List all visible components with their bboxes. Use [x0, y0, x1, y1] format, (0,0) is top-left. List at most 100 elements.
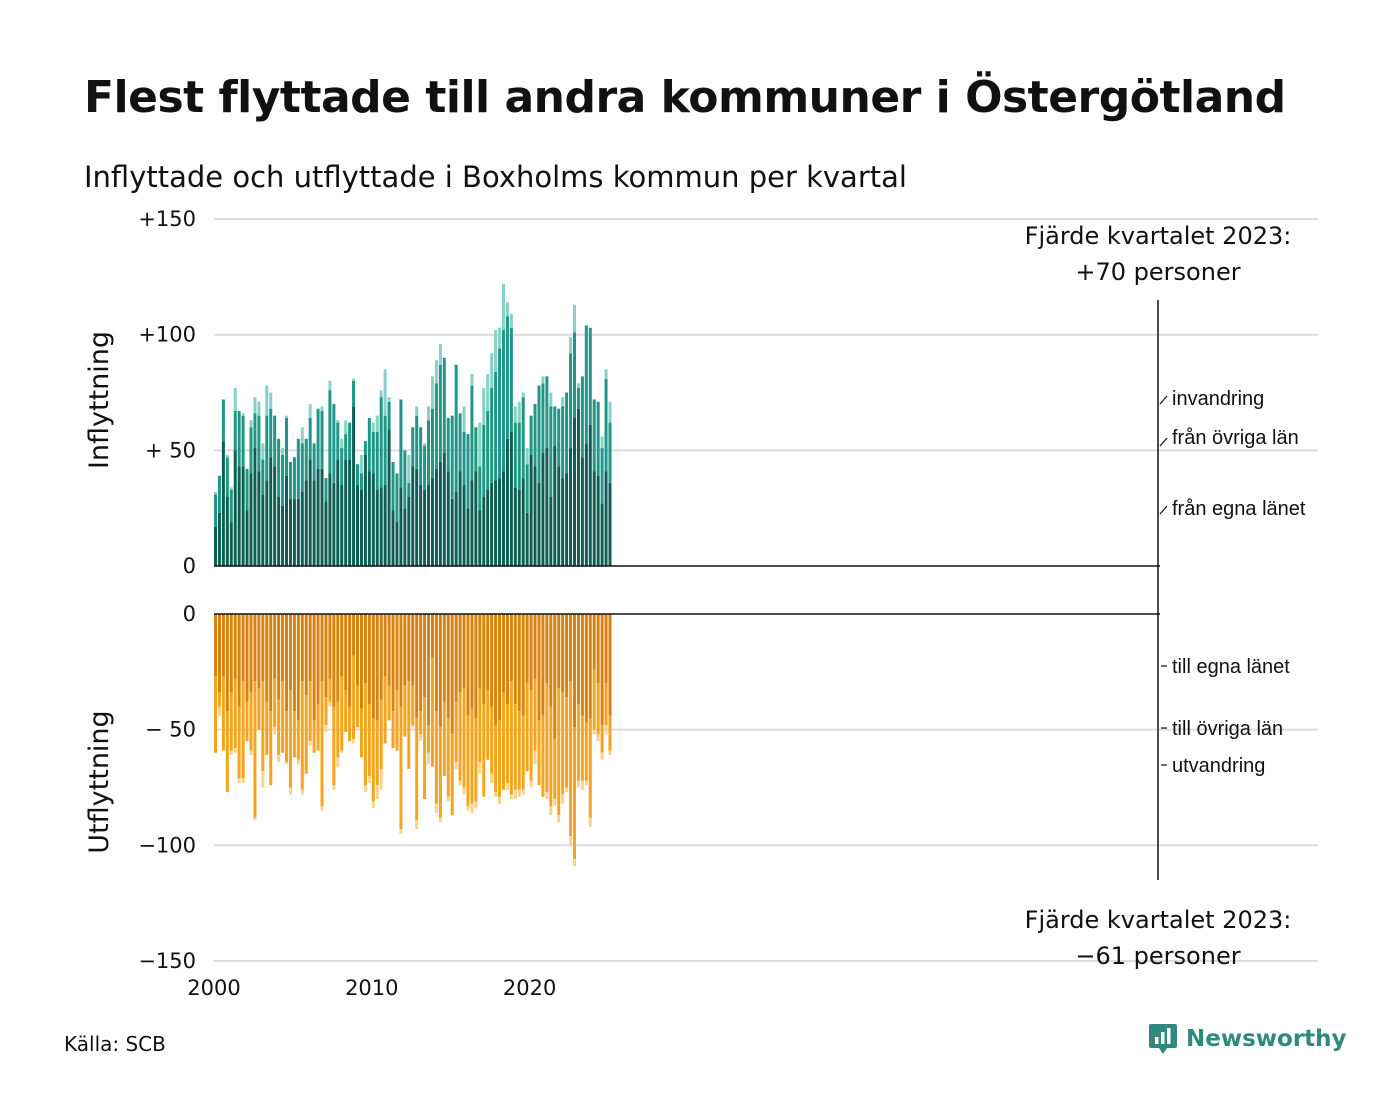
- bar-in-0: [541, 452, 545, 566]
- bar-in-1: [359, 473, 363, 490]
- bar-in-2: [281, 448, 285, 455]
- bar-out-1: [454, 701, 458, 763]
- bar-in-0: [462, 485, 466, 566]
- bar-out-1: [296, 720, 300, 760]
- bar-out-1: [466, 715, 470, 806]
- bar-in-0: [430, 478, 434, 566]
- bar-in-0: [300, 491, 304, 566]
- bar-in-0: [569, 448, 573, 566]
- bar-in-1: [529, 415, 533, 455]
- bar-in-0: [438, 461, 442, 566]
- source-note: Källa: SCB: [64, 1032, 166, 1056]
- bar-out-2: [580, 780, 584, 790]
- bar-out-0: [533, 614, 537, 679]
- bar-out-0: [292, 614, 296, 712]
- bar-in-1: [494, 371, 498, 481]
- bar-in-0: [565, 473, 569, 566]
- bar-out-2: [470, 803, 474, 813]
- bar-in-2: [600, 436, 604, 449]
- bar-out-0: [363, 614, 367, 684]
- bar-in-2: [308, 404, 312, 418]
- bar-in-1: [450, 415, 454, 499]
- bar-in-0: [454, 491, 458, 566]
- bar-out-1: [229, 692, 233, 751]
- bar-out-0: [261, 614, 265, 682]
- bar-in-0: [344, 459, 348, 566]
- bar-in-2: [233, 387, 237, 412]
- bar-in-1: [490, 387, 494, 483]
- bar-in-2: [265, 385, 269, 416]
- bar-in-0: [245, 510, 249, 566]
- bar-in-0: [391, 510, 395, 566]
- bar-in-2: [249, 420, 253, 428]
- bar-in-0: [419, 485, 423, 566]
- bar-out-0: [265, 614, 269, 702]
- bar-out-2: [249, 750, 253, 756]
- bar-out-1: [257, 688, 261, 730]
- bar-in-1: [411, 427, 415, 467]
- bar-in-1: [482, 424, 486, 497]
- bar-out-2: [466, 805, 470, 811]
- bar-in-1: [608, 422, 612, 483]
- bar-out-0: [387, 614, 391, 686]
- bar-out-2: [505, 782, 509, 790]
- bar-out-0: [608, 614, 612, 716]
- bar-out-1: [482, 704, 486, 797]
- bar-out-2: [549, 805, 553, 816]
- bar-out-0: [541, 614, 545, 716]
- bar-in-1: [383, 415, 387, 486]
- bar-out-0: [395, 614, 399, 691]
- bar-out-0: [498, 614, 502, 721]
- bar-in-1: [596, 401, 600, 476]
- bar-in-0: [257, 471, 261, 566]
- bar-out-2: [411, 725, 415, 728]
- bar-out-0: [438, 614, 442, 728]
- legend-label-top: invandring: [1172, 388, 1264, 410]
- bar-in-1: [336, 422, 340, 460]
- bar-out-1: [277, 699, 281, 756]
- bar-in-0: [446, 471, 450, 566]
- bar-in-1: [320, 411, 324, 469]
- bar-out-2: [517, 789, 521, 797]
- bar-in-0: [596, 475, 600, 566]
- bar-out-1: [261, 681, 265, 772]
- annotation-bottom-line: −61 personer: [1075, 942, 1240, 970]
- bar-out-1: [336, 701, 340, 758]
- bar-out-0: [332, 614, 336, 707]
- bar-in-2: [387, 397, 391, 402]
- bar-in-1: [257, 415, 261, 472]
- bar-in-0: [592, 471, 596, 566]
- bar-out-0: [521, 614, 525, 716]
- bar-in-1: [509, 327, 513, 432]
- bar-in-1: [569, 353, 573, 449]
- bar-out-1: [419, 711, 423, 735]
- bar-out-1: [608, 715, 612, 751]
- bar-in-2: [229, 487, 233, 490]
- bar-out-1: [478, 688, 482, 763]
- bar-in-2: [482, 387, 486, 425]
- bar-in-0: [281, 505, 285, 566]
- bar-out-1: [237, 706, 241, 779]
- bar-in-0: [537, 482, 541, 566]
- bar-out-0: [553, 614, 557, 739]
- newsworthy-icon: [1149, 1024, 1177, 1054]
- bar-in-1: [221, 399, 225, 442]
- bar-out-1: [292, 711, 296, 758]
- bar-out-0: [580, 614, 584, 716]
- bar-out-0: [517, 614, 521, 712]
- bar-in-0: [288, 498, 292, 566]
- bar-in-2: [241, 413, 245, 416]
- bar-out-0: [604, 614, 608, 684]
- bar-in-1: [423, 445, 427, 490]
- bar-out-0: [379, 614, 383, 700]
- bar-in-2: [434, 360, 438, 384]
- bar-out-2: [446, 796, 450, 802]
- bar-out-2: [458, 780, 462, 786]
- annotation-top-line: Fjärde kvartalet 2023:: [1025, 222, 1292, 250]
- bar-in-0: [490, 482, 494, 566]
- bar-out-2: [261, 771, 265, 788]
- bar-out-1: [352, 655, 356, 739]
- bar-in-1: [217, 475, 221, 513]
- bar-out-1: [367, 704, 371, 776]
- bar-out-0: [277, 614, 281, 700]
